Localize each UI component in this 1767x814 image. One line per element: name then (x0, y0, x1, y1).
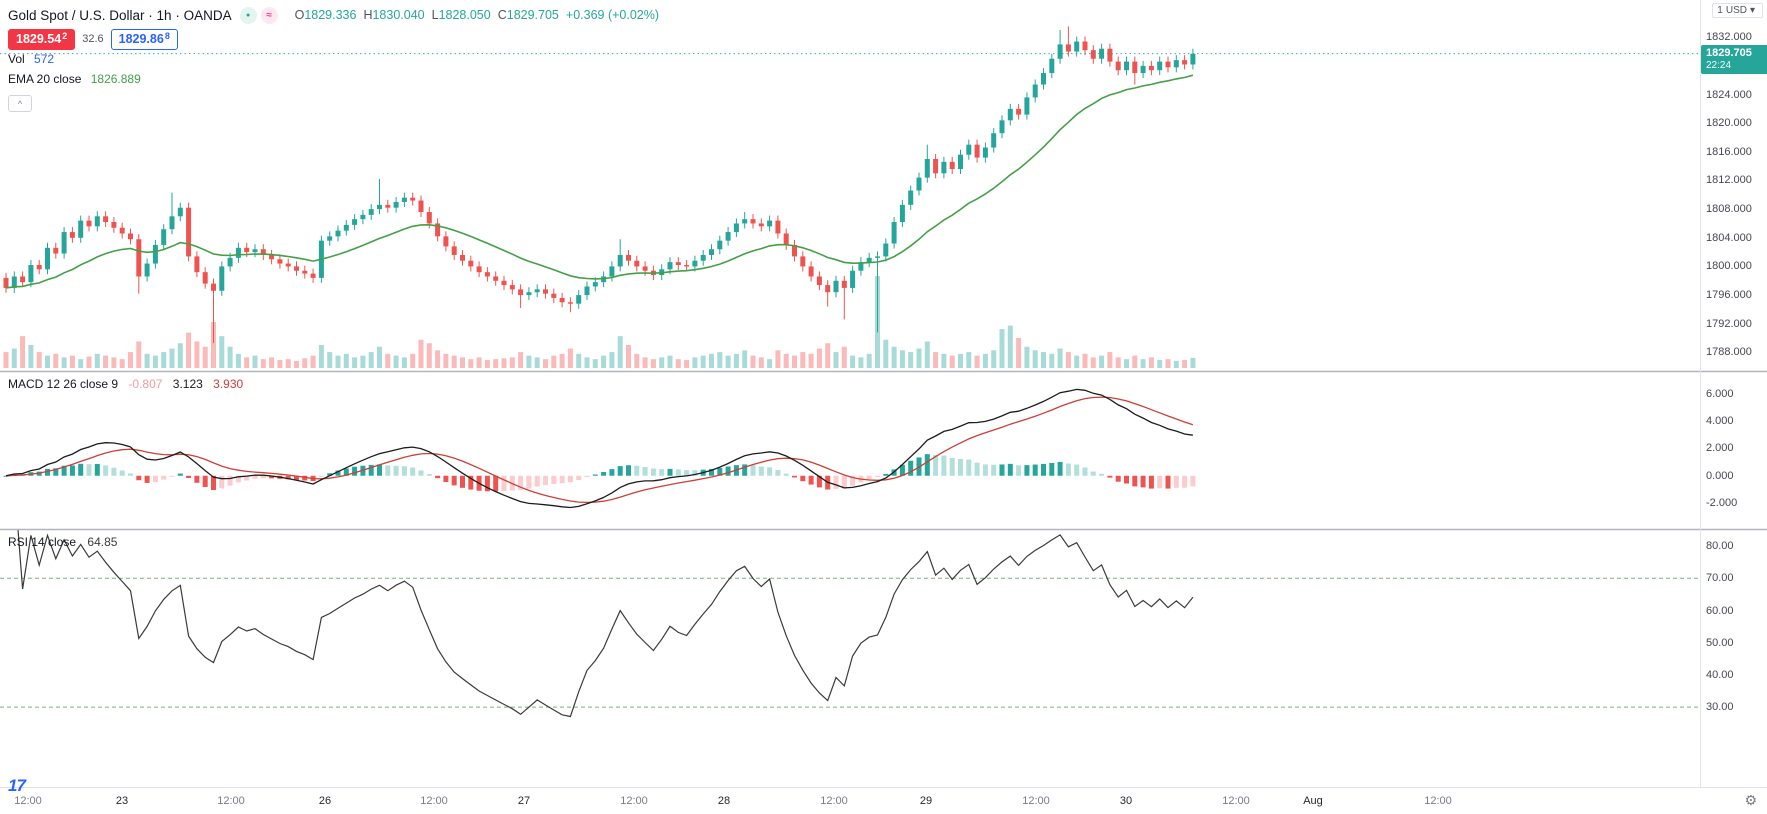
ema20-line (5, 74, 1194, 289)
change-value: +0.369 (+0.02%) (565, 8, 660, 22)
bid-price-fraction: 2 (62, 30, 68, 41)
time-axis[interactable]: 12:00 23 12:00 26 12:00 27 12:00 28 12:00 29 12:00… (0, 787, 1767, 814)
time-axis-label: 23 (115, 795, 129, 807)
settings-gear-icon[interactable]: ⚙ (1744, 792, 1757, 808)
macd-legend: MACD 12 26 close 9 -0.807 3.123 3.930 (8, 377, 243, 391)
volume-value: 572 (34, 52, 55, 66)
currency-unit: 1 (1717, 5, 1723, 16)
rsi-axis-label: 60.00 (1706, 604, 1734, 617)
macd-axis-label: 0.000 (1706, 469, 1734, 482)
time-axis-label: 12:00 (420, 795, 448, 807)
time-axis-label: 27 (517, 795, 531, 807)
macd-line-value: 3.123 (172, 377, 203, 391)
macd-axis-label: 2.000 (1706, 442, 1734, 455)
time-axis-label: 12:00 (217, 795, 245, 807)
rsi-axis-label: 70.00 (1706, 572, 1734, 585)
macd-histogram (3, 454, 1196, 492)
time-axis-label: Aug (1303, 795, 1323, 807)
ema-label[interactable]: EMA 20 close (8, 72, 82, 86)
time-axis-label: 29 (919, 795, 933, 807)
time-axis-label: 12:00 (1222, 795, 1250, 807)
last-price-value: 1829.705 (1706, 46, 1752, 59)
open-value: 1829.336 (304, 8, 357, 22)
ask-price-fraction: 8 (164, 30, 170, 41)
tradingview-logo[interactable]: 17 (8, 776, 26, 795)
macd-line (5, 388, 1193, 509)
collapse-pane-button[interactable]: ^ (8, 95, 32, 112)
price-axis-label: 1808.000 (1706, 203, 1752, 216)
time-axis-label: 28 (717, 795, 731, 807)
time-axis-label: 26 (318, 795, 332, 807)
price-axis-label: 1832.000 (1706, 31, 1752, 44)
price-axis-label: 1800.000 (1706, 260, 1752, 273)
time-axis-label: 12:00 (1424, 795, 1452, 807)
last-price-badge[interactable]: 1829.705 22:24 (1701, 44, 1767, 74)
low-value: 1828.050 (438, 8, 491, 22)
rsi-value: 64.85 (87, 535, 118, 549)
price-axis-label: 1812.000 (1706, 174, 1752, 187)
rsi-axis-label: 80.00 (1706, 540, 1734, 553)
macd-signal-line (5, 396, 1194, 504)
high-label: H (363, 8, 373, 22)
bid-price: 1829.54 (16, 31, 62, 46)
price-axis-label: 1792.000 (1706, 317, 1752, 330)
currency-code: USD (1725, 5, 1747, 16)
price-axis-label: 1820.000 (1706, 117, 1752, 130)
market-open-icon[interactable]: ● (239, 6, 257, 24)
symbol-title[interactable]: Gold Spot / U.S. Dollar · 1h · OANDA (8, 7, 232, 23)
ema-legend: EMA 20 close 1826.889 (8, 72, 659, 89)
price-axis-label: 1816.000 (1706, 145, 1752, 158)
time-axis-label: 12:00 (14, 795, 42, 807)
rsi-axis-label: 40.00 (1706, 668, 1734, 681)
spread-value: 32.6 (82, 33, 104, 45)
high-value: 1830.040 (372, 8, 425, 22)
collapse-icon: ^ (17, 98, 23, 109)
candlesticks (3, 26, 1196, 344)
volume-bars (3, 276, 1196, 368)
rsi-line (17, 530, 1194, 718)
rsi-legend: RSI 14 close 64.85 (8, 535, 117, 549)
price-scale-currency-toggle[interactable]: 1 USD ▾ (1712, 3, 1763, 18)
ohlc-readout: O1829.336 H1830.040 L1828.050 C1829.705 +0.3… (288, 8, 659, 22)
macd-axis-label: -2.000 (1706, 497, 1738, 510)
low-label: L (431, 8, 439, 22)
bar-countdown: 22:24 (1706, 59, 1732, 71)
close-value: 1829.705 (506, 8, 559, 22)
close-label: C (497, 8, 507, 22)
price-axis-label: 1804.000 (1706, 231, 1752, 244)
macd-hist-value: -0.807 (128, 377, 163, 391)
macd-label[interactable]: MACD 12 26 close 9 (8, 377, 119, 391)
time-axis-label: 12:00 (620, 795, 648, 807)
delayed-data-icon[interactable]: ≈ (260, 6, 278, 24)
buy-button[interactable]: 1829.86 8 (110, 28, 178, 50)
bid-ask-row: 1829.54 2 32.6 1829.86 8 (8, 28, 659, 50)
sell-button[interactable]: 1829.54 2 (8, 28, 76, 50)
symbol-row: Gold Spot / U.S. Dollar · 1h · OANDA ● ≈… (8, 5, 659, 25)
chevron-down-icon: ▾ (1749, 5, 1755, 16)
macd-axis-label: 6.000 (1706, 387, 1734, 400)
time-axis-label: 12:00 (820, 795, 848, 807)
ema-value: 1826.889 (90, 72, 141, 86)
rsi-label[interactable]: RSI 14 close (8, 535, 77, 549)
price-axis[interactable]: 1832.0001828.0001824.0001820.0001816.000… (1700, 0, 1767, 787)
main-legend: Gold Spot / U.S. Dollar · 1h · OANDA ● ≈… (8, 5, 659, 112)
volume-legend: Vol 572 (8, 52, 659, 69)
rsi-axis-label: 30.00 (1706, 701, 1734, 714)
time-axis-label: 30 (1119, 795, 1133, 807)
ask-price: 1829.86 (118, 31, 164, 46)
volume-label[interactable]: Vol (8, 52, 25, 66)
price-axis-label: 1824.000 (1706, 88, 1752, 101)
time-axis-label: 12:00 (1022, 795, 1050, 807)
rsi-axis-label: 50.00 (1706, 636, 1734, 649)
price-axis-label: 1788.000 (1706, 346, 1752, 359)
macd-axis-label: 4.000 (1706, 415, 1734, 428)
open-label: O (294, 8, 305, 22)
price-axis-label: 1796.000 (1706, 289, 1752, 302)
macd-signal-value: 3.930 (213, 377, 244, 391)
